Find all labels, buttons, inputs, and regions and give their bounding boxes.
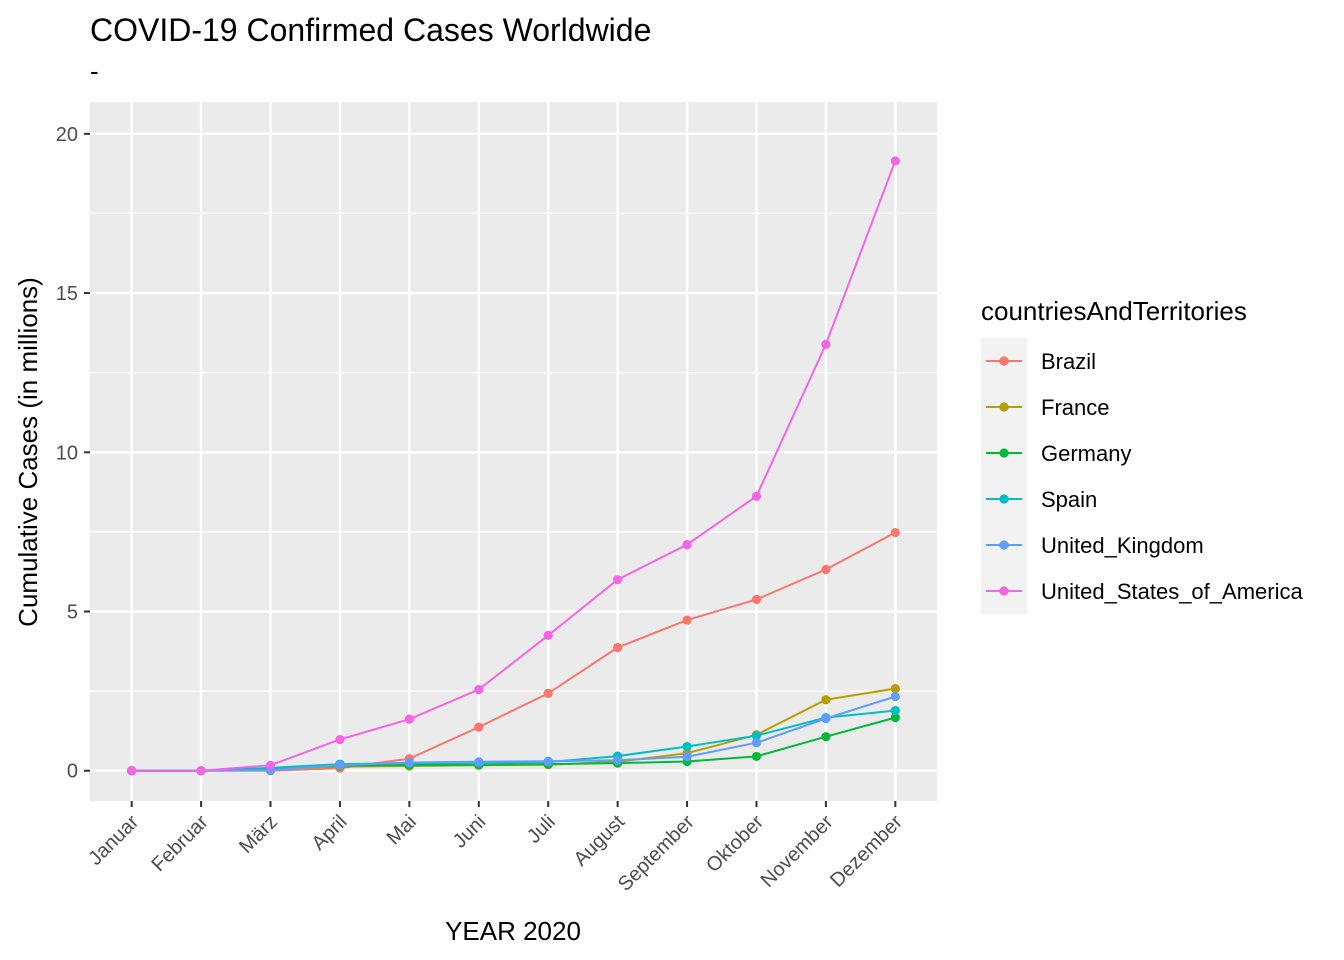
legend-label: France	[1041, 395, 1109, 420]
legend-item: United_States_of_America	[986, 579, 1303, 604]
data-point	[613, 755, 623, 765]
data-point	[751, 738, 762, 748]
series-United_States_of_America	[127, 156, 900, 776]
legend-label: Brazil	[1041, 349, 1096, 374]
data-point	[751, 751, 762, 762]
data-point	[196, 766, 206, 776]
data-point	[474, 757, 484, 767]
data-point	[890, 691, 900, 702]
data-point	[613, 575, 623, 585]
x-tick-label: Februar	[148, 811, 213, 876]
data-point	[890, 712, 900, 723]
legend-key-point	[999, 586, 1009, 596]
x-tick-label: Januar	[84, 811, 143, 870]
x-tick-label: Dezember	[826, 811, 907, 892]
legend-item: Spain	[986, 487, 1097, 512]
x-tick-label: August	[570, 811, 630, 871]
data-point	[543, 688, 553, 698]
legend: countriesAndTerritories Brazil France Germ…	[981, 296, 1303, 614]
data-point	[474, 684, 484, 695]
chart-title: COVID-19 Confirmed Cases Worldwide	[90, 12, 651, 48]
y-axis-title: Cumulative Cases (in millions)	[13, 277, 43, 627]
x-axis: Januar Februar März April Mai Juni Juli AugustS…	[84, 801, 907, 896]
data-point	[682, 741, 692, 752]
legend-item: Germany	[986, 441, 1131, 466]
legend-key-point	[999, 494, 1009, 504]
legend-label: Germany	[1041, 441, 1131, 466]
y-tick-label: 5	[67, 602, 78, 624]
legend-key-point	[999, 356, 1009, 366]
data-point	[335, 760, 345, 770]
x-tick-label: November	[757, 811, 838, 892]
data-point	[682, 752, 692, 762]
data-point	[682, 540, 692, 550]
legend-label: United_States_of_America	[1041, 579, 1303, 604]
data-point	[265, 760, 276, 770]
data-point	[474, 722, 484, 732]
y-tick-label: 15	[56, 283, 78, 305]
x-tick-label: September	[614, 811, 699, 896]
data-point	[751, 491, 762, 501]
data-point	[751, 731, 762, 741]
y-axis: 0 5 10 15 20	[56, 124, 90, 783]
data-point	[890, 683, 900, 694]
data-point	[335, 734, 345, 745]
series-line	[131, 695, 896, 772]
legend-item: France	[986, 395, 1109, 420]
data-point	[821, 732, 831, 742]
grid	[90, 102, 937, 801]
legend-item: United_Kingdom	[986, 533, 1204, 558]
data-point	[543, 756, 553, 766]
legend-label: Spain	[1041, 487, 1097, 512]
legend-key-point	[999, 540, 1009, 550]
x-tick-label: Juli	[523, 811, 560, 848]
x-tick-label: Mai	[383, 811, 421, 849]
data-point	[127, 766, 137, 776]
legend-key-point	[999, 448, 1009, 458]
legend-key-point	[999, 402, 1009, 412]
data-point	[821, 695, 831, 705]
data-point	[890, 156, 900, 166]
data-point	[890, 705, 900, 716]
x-tick-label: Juni	[449, 811, 491, 853]
data-point	[682, 615, 692, 625]
x-axis-title: YEAR 2020	[445, 916, 581, 946]
series-layer	[127, 156, 900, 776]
x-tick-label: März	[235, 811, 282, 858]
data-point	[543, 630, 553, 641]
data-point	[613, 642, 623, 653]
chart-subtitle: -	[90, 56, 99, 86]
y-tick-label: 0	[67, 761, 78, 783]
data-point	[751, 594, 762, 605]
legend-item: Brazil	[986, 349, 1096, 374]
legend-key-background	[981, 338, 1027, 614]
legend-label: United_Kingdom	[1041, 533, 1204, 558]
data-point	[821, 339, 831, 349]
data-point	[890, 527, 900, 538]
data-point	[404, 714, 414, 724]
x-tick-label: April	[308, 811, 352, 855]
y-tick-label: 20	[56, 124, 78, 146]
series-line	[131, 160, 897, 772]
data-point	[821, 713, 831, 724]
legend-title: countriesAndTerritories	[981, 296, 1247, 326]
x-tick-label: Oktober	[702, 811, 768, 877]
y-tick-label: 10	[56, 442, 78, 464]
data-point	[821, 564, 831, 575]
data-point	[404, 757, 414, 768]
